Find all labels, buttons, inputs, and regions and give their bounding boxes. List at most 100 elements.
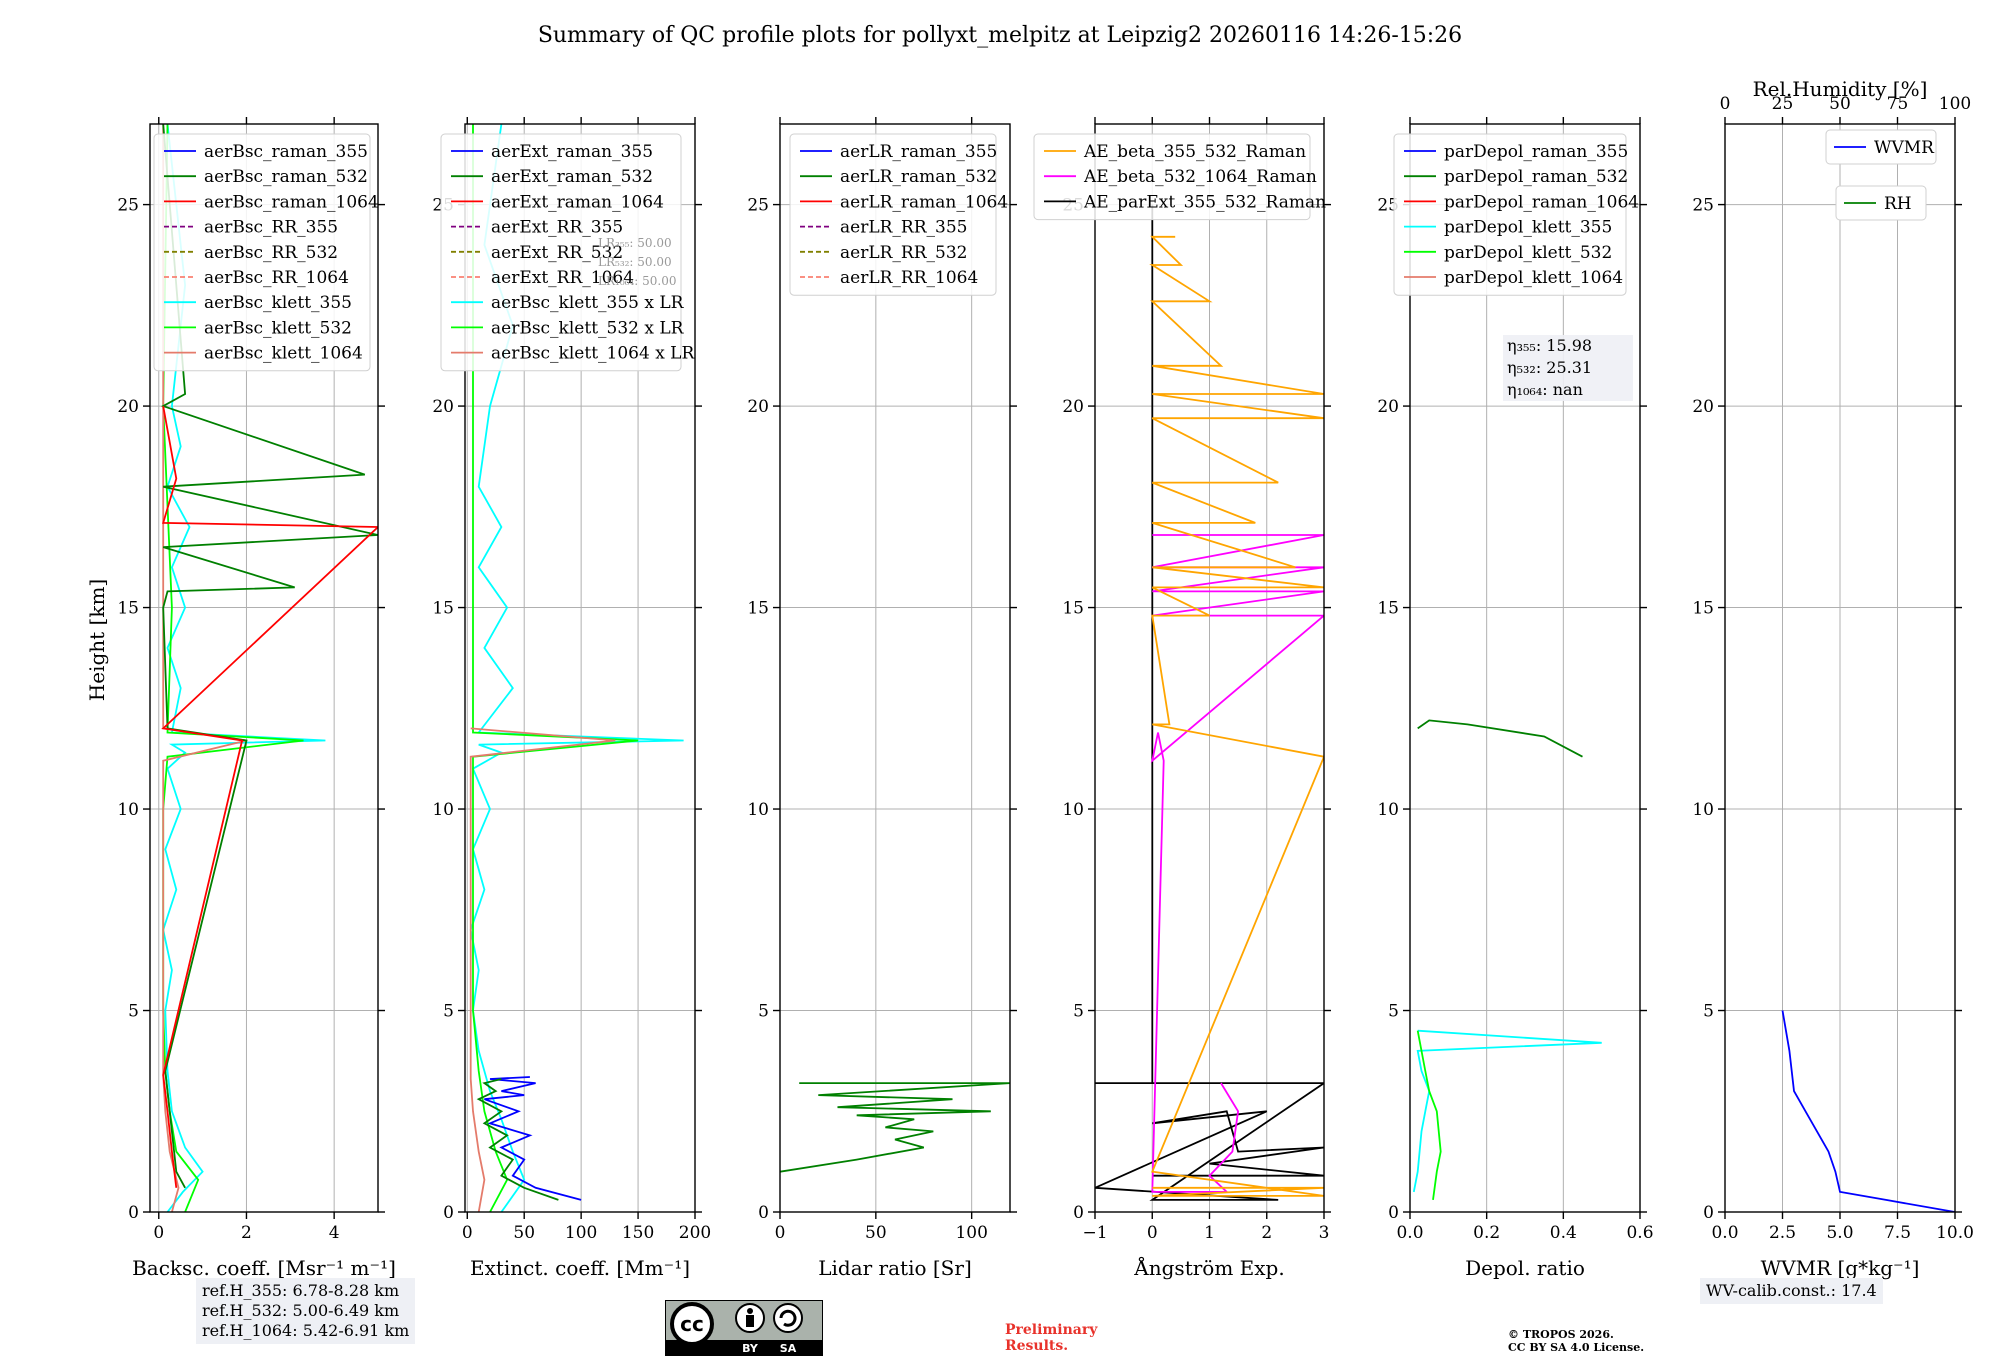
- x2-tick-label: 0: [1720, 94, 1731, 114]
- legend-label: AE_beta_532_1064_Raman: [1083, 167, 1317, 187]
- y-tick-label: 15: [747, 599, 769, 619]
- axes-frame: [779, 123, 1011, 1213]
- series-line-parDepol_klett_355: [1412, 1029, 1602, 1193]
- x-tick-label: 2: [241, 1223, 252, 1243]
- svg-text:cc: cc: [680, 1312, 704, 1336]
- y-tick-label: 0: [1073, 1203, 1084, 1223]
- legend-box: [1033, 133, 1311, 221]
- legend-label: aerLR_RR_1064: [840, 268, 978, 288]
- x-tick-label: 5.0: [1826, 1223, 1853, 1243]
- y-tick-label: 15: [1062, 599, 1084, 619]
- y-tick-label: 5: [1388, 1002, 1399, 1022]
- x2-axis-label: Rel.Humidity [%]: [1753, 77, 1928, 101]
- legend-label: aerExt_RR_355: [491, 218, 623, 238]
- x-tick-label: 0.6: [1626, 1223, 1653, 1243]
- x-tick-label: 7.5: [1884, 1223, 1911, 1243]
- reference-heights-box: ref.H_355: 6.78-8.28 km ref.H_532: 5.00-…: [196, 1278, 416, 1344]
- series-line-WVMR: [1781, 1010, 1955, 1212]
- x-axis-label: Extinct. coeff. [Mm⁻¹]: [470, 1256, 690, 1280]
- x-axis-label: Depol. ratio: [1465, 1256, 1585, 1280]
- y-tick-label: 5: [1073, 1002, 1084, 1022]
- legend-label: parDepol_raman_355: [1444, 142, 1628, 162]
- legend-label: parDepol_raman_1064: [1444, 192, 1639, 212]
- eta-box: [1503, 335, 1633, 401]
- legend-label: aerBsc_klett_1064: [204, 344, 363, 364]
- legend-label: RH: [1884, 194, 1912, 214]
- ref-height-532: ref.H_532: 5.00-6.49 km: [202, 1301, 400, 1320]
- series-group: [160, 124, 378, 1212]
- series-line-AE_beta_355_532_Raman: [1149, 235, 1324, 1197]
- x-axis-label: WVMR [g*kg⁻¹]: [1761, 1256, 1920, 1280]
- legend-box: [153, 133, 371, 372]
- panel-bsc: 0 5 10 15 20 25 0 2 4 Backsc. coeff. [Msr⁻¹ m⁻¹] a…: [117, 117, 396, 1280]
- legend-label: parDepol_klett_1064: [1444, 268, 1623, 288]
- series-line-parDepol_klett_532: [1416, 1030, 1442, 1201]
- axes-frame: [464, 123, 696, 1213]
- series-line-AE_parExt_355_532_Raman: [1095, 204, 1324, 1201]
- panel-lr: 0 5 10 15 20 25 0 50 100 Lidar ratio [Sr] aerLR_ra…: [747, 117, 1017, 1280]
- y-tick-label: 10: [1377, 800, 1399, 820]
- legend-label: aerBsc_klett_1064 x LR: [491, 344, 695, 364]
- legend-label: aerExt_raman_1064: [491, 192, 664, 212]
- y-tick-label: 20: [117, 397, 139, 417]
- cc-icon: [670, 1302, 714, 1346]
- y-tick-label: 25: [117, 196, 139, 216]
- y-axis-label: Height [km]: [85, 579, 109, 701]
- series-line-aerBsc_raman_1064: [161, 405, 378, 1188]
- legend-label: aerBsc_RR_532: [204, 243, 338, 263]
- panel-ext: 0510152025050100150200Extinct. coeff. [M…: [432, 117, 711, 1280]
- share-alike-icon: [773, 1303, 803, 1333]
- y-tick-label: 5: [1703, 1002, 1714, 1022]
- y-tick-label: 25: [747, 196, 769, 216]
- y-tick-label: 20: [1692, 397, 1714, 417]
- x-tick-label: 200: [679, 1223, 711, 1243]
- ref-height-355: ref.H_355: 6.78-8.28 km: [202, 1281, 400, 1300]
- legend-label: aerBsc_klett_355 x LR: [491, 293, 685, 313]
- legend-label: aerBsc_klett_532: [204, 318, 352, 338]
- legend-label: aerBsc_RR_1064: [204, 268, 349, 288]
- x-tick-label: 0.0: [1396, 1223, 1423, 1243]
- legend-label: aerLR_raman_532: [840, 167, 997, 187]
- y-tick-label: 0: [443, 1203, 454, 1223]
- series-line-aerBsc_klett_1064 x LR: [469, 727, 616, 1212]
- y-tick-label: 0: [1703, 1203, 1714, 1223]
- cc-by-sa-badge: cc BY SA: [665, 1300, 823, 1356]
- x-tick-label: 50: [513, 1223, 535, 1243]
- y-tick-label: 15: [432, 599, 454, 619]
- y-tick-label: 20: [432, 397, 454, 417]
- series-group: [469, 124, 684, 1212]
- legend-box: [440, 133, 682, 372]
- legend-label: parDepol_klett_532: [1444, 243, 1612, 263]
- series-line-aerLR_raman_532: [780, 1082, 1010, 1173]
- series-group: [1781, 1010, 1955, 1212]
- legend-label: aerLR_RR_355: [840, 218, 967, 238]
- lr-annotation: LR₃₅₅: 50.00: [598, 236, 672, 250]
- y-tick-label: 10: [1062, 800, 1084, 820]
- x-tick-label: 0.2: [1473, 1223, 1500, 1243]
- series-line-aerBsc_klett_355: [162, 124, 326, 1212]
- x-tick-label: 10.0: [1936, 1223, 1974, 1243]
- x2-tick-label: 75: [1887, 94, 1909, 114]
- x-tick-label: 4: [329, 1223, 340, 1243]
- legend-label: parDepol_raman_532: [1444, 167, 1628, 187]
- y-tick-label: 10: [117, 800, 139, 820]
- legend-label: aerBsc_raman_532: [204, 167, 368, 187]
- legend-box: [1393, 133, 1627, 296]
- x-tick-label: 2: [1261, 1223, 1272, 1243]
- y-tick-label: 0: [1388, 1203, 1399, 1223]
- legend-label: aerExt_raman_355: [491, 142, 653, 162]
- legend-label: AE_beta_355_532_Raman: [1083, 142, 1306, 162]
- wv-calib-const: WV-calib.const.: 17.4: [1706, 1281, 1877, 1300]
- panel-wv: 0 5 10 15 20 25 0.0 2.5 5.0 7.5 10.0 WVMR [g*kg⁻¹] 0…: [1692, 77, 1974, 1280]
- x-tick-label: 2.5: [1769, 1223, 1796, 1243]
- x-tick-label: 0: [462, 1223, 473, 1243]
- x-tick-label: 3: [1319, 1223, 1330, 1243]
- legend-label: aerLR_raman_1064: [840, 192, 1008, 212]
- legend-label: aerBsc_raman_355: [204, 142, 368, 162]
- series-line-aerExt_raman_532: [476, 1078, 559, 1201]
- eta-label: η₃₅₅: 15.98: [1507, 336, 1592, 355]
